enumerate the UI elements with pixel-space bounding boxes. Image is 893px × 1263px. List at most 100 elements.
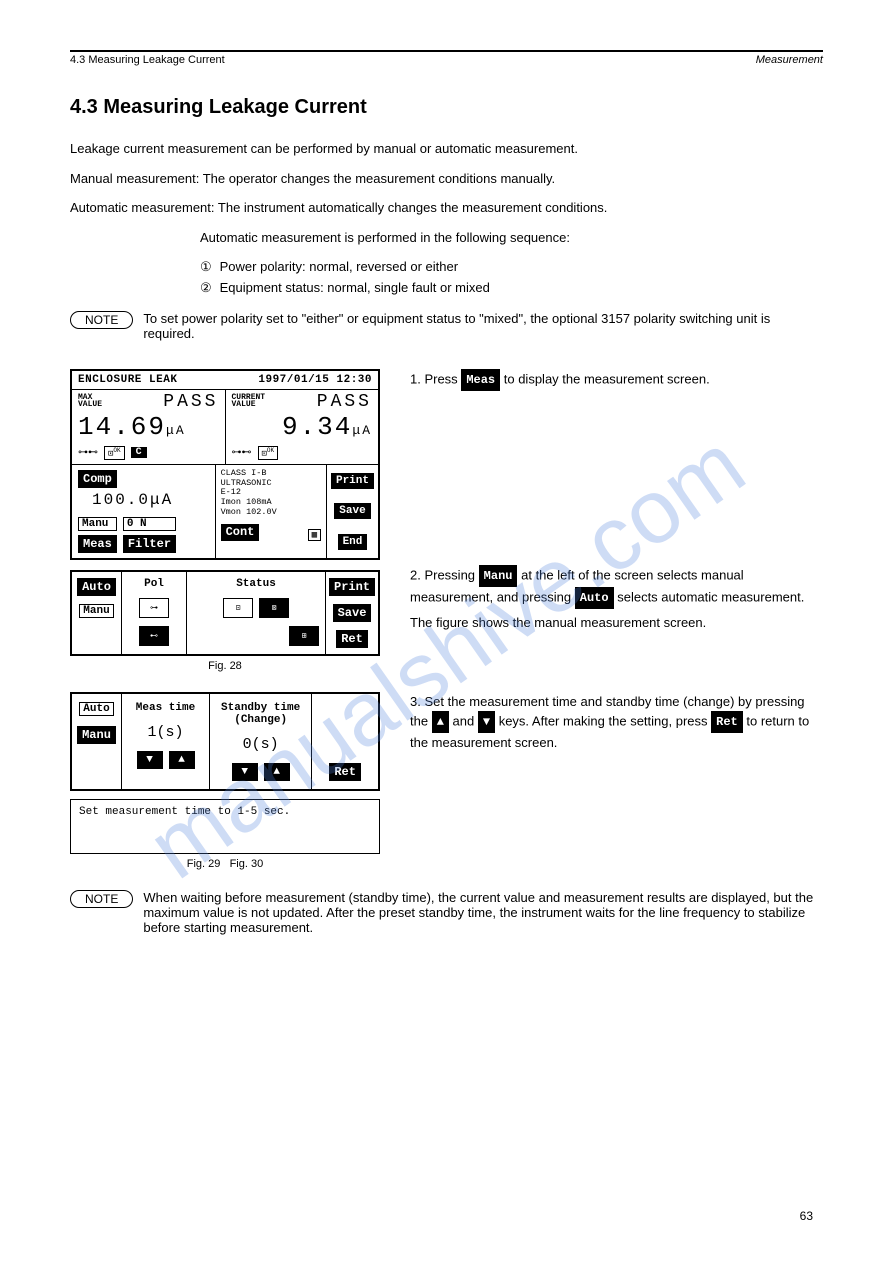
standby-hdr2: (Change) [221, 714, 300, 726]
num-2-icon: ② [200, 278, 216, 299]
status-fault2-icon[interactable]: ⊞ [289, 626, 319, 646]
seq-intro: Automatic measurement is performed in th… [200, 228, 823, 248]
lcd2-pol-hdr: Pol [144, 578, 164, 590]
lcd1-datetime: 1997/01/15 12:30 [258, 374, 372, 386]
note-2: NOTE When waiting before measurement (st… [70, 890, 823, 935]
seq-1: Power polarity: normal, reversed or eith… [220, 259, 458, 274]
meas-down-button[interactable]: ▼ [137, 751, 163, 769]
header-left: 4.3 Measuring Leakage Current [70, 54, 225, 66]
lcd-screen-3: Auto Manu Meas time 1(s) ▼ ▲ Standby tim… [70, 692, 380, 791]
info-4: Vmon 102.0V [221, 508, 321, 518]
lcd-screen-2: Auto Manu Pol ⊶ ⊷ Status ⊡ ⊠ ⊞ [70, 570, 380, 656]
meas-key[interactable]: Meas [461, 369, 500, 391]
save-button[interactable]: Save [334, 503, 370, 519]
lcd1-right-num: 9.34 [282, 412, 352, 442]
s3c: keys. After making the setting, press [499, 714, 708, 729]
ok-icon: ⊡OK [104, 446, 125, 460]
print-button[interactable]: Print [331, 473, 374, 489]
header-right: Measurement [756, 54, 823, 66]
lcd1-right-value: 9.34μA [232, 412, 373, 442]
note-1-text: To set power polarity set to "either" or… [143, 311, 823, 341]
status-normal-icon[interactable]: ⊡ [223, 598, 253, 618]
lcd1-left-pass: PASS [163, 392, 218, 412]
page-number: 63 [800, 1209, 813, 1223]
intro-text: Leakage current measurement can be perfo… [70, 139, 823, 159]
lcd1-title: ENCLOSURE LEAK [78, 374, 177, 386]
note-pill-1: NOTE [70, 311, 133, 329]
step-1: 1. Press Meas to display the measurement… [410, 369, 823, 391]
lcd1-right-l2: VALUE [232, 400, 256, 409]
pol-reversed-icon[interactable]: ⊷ [139, 626, 169, 646]
cont-button[interactable]: Cont [221, 524, 260, 542]
comp-button[interactable]: Comp [78, 470, 117, 488]
auto-button-lcd2[interactable]: Auto [77, 578, 116, 596]
s2c: selects automatic measurement. [617, 589, 804, 604]
def-manual: Manual measurement: The operator changes… [70, 169, 823, 189]
msg-text: Set measurement time to 1-5 sec. [71, 800, 379, 824]
ret-button-3[interactable]: Ret [329, 763, 361, 781]
step-3: 3. Set the measurement time and standby … [410, 692, 823, 753]
def-manual-text: The operator changes the measurement con… [203, 171, 555, 186]
lcd1-left-value: 14.69μA [78, 412, 219, 442]
message-box: Set measurement time to 1-5 sec. [70, 799, 380, 854]
seq-list: ① Power polarity: normal, reversed or ei… [200, 257, 823, 299]
meas-time-val: 1(s) [148, 724, 184, 741]
fig29: Fig. 29 [187, 858, 221, 870]
s2a: 2. Pressing [410, 567, 475, 582]
print-button-2[interactable]: Print [329, 578, 375, 596]
num-1-icon: ① [200, 257, 216, 278]
meas-up-button[interactable]: ▲ [169, 751, 195, 769]
lcd1-right-unit: μA [352, 423, 372, 438]
standby-val: 0(s) [243, 736, 279, 753]
device-icon: ▦ [308, 529, 321, 541]
up-key[interactable]: ▲ [432, 711, 449, 733]
section-title: 4.3 Measuring Leakage Current [70, 96, 823, 119]
meas-button-lcd[interactable]: Meas [78, 535, 117, 553]
seq-2: Equipment status: normal, single fault o… [220, 280, 490, 295]
top-rule [70, 50, 823, 52]
lcd1-right-pass: PASS [317, 392, 372, 412]
def-auto-label: Automatic measurement: [70, 200, 215, 215]
on-button[interactable]: 0 N [123, 517, 176, 531]
meas-time-hdr: Meas time [136, 702, 195, 714]
s1b: to display the measurement screen. [504, 371, 710, 386]
def-auto-text: The instrument automatically changes the… [218, 200, 607, 215]
s3b: and [453, 714, 475, 729]
end-button[interactable]: End [338, 534, 368, 550]
standby-hdr1: Standby time [221, 702, 300, 714]
s1a: 1. Press [410, 371, 458, 386]
s2d: The figure shows the manual measurement … [410, 613, 823, 633]
filter-button[interactable]: Filter [123, 535, 176, 553]
save-button-2[interactable]: Save [333, 604, 372, 622]
c-badge: C [131, 447, 147, 458]
lcd1-right-label: CURRENT VALUE [232, 394, 266, 408]
note-1: NOTE To set power polarity set to "eithe… [70, 311, 823, 341]
note-pill-2: NOTE [70, 890, 133, 908]
lcd-screen-1: ENCLOSURE LEAK 1997/01/15 12:30 MAX VALU… [70, 369, 380, 560]
page-header: 4.3 Measuring Leakage Current Measuremen… [70, 54, 823, 66]
manu-key[interactable]: Manu [479, 565, 518, 587]
comp-value: 100.0μA [92, 491, 209, 509]
down-key[interactable]: ▼ [478, 711, 495, 733]
auto-button-lcd3[interactable]: Auto [79, 702, 113, 716]
ret-button-2[interactable]: Ret [336, 630, 368, 648]
pol-normal-icon[interactable]: ⊶ [139, 598, 169, 618]
lcd1-left-l2: VALUE [78, 400, 102, 409]
ret-key[interactable]: Ret [711, 711, 743, 733]
manu-button-lcd3[interactable]: Manu [77, 726, 116, 744]
status-fault1-icon[interactable]: ⊠ [259, 598, 289, 618]
auto-key[interactable]: Auto [575, 587, 614, 609]
fig-28: Fig. 28 [70, 660, 380, 672]
def-auto: Automatic measurement: The instrument au… [70, 198, 823, 218]
polarity-icon: ⊶⊷ [78, 447, 98, 459]
polarity-icon-2: ⊶⊷ [232, 447, 252, 459]
note-2-text: When waiting before measurement (standby… [143, 890, 823, 935]
standby-down-button[interactable]: ▼ [232, 763, 258, 781]
manu-button-lcd2[interactable]: Manu [79, 604, 113, 618]
def-manual-label: Manual measurement: [70, 171, 199, 186]
lcd1-left-unit: μA [166, 423, 186, 438]
lcd1-info: CLASS I-B ULTRASONIC E-12 Imon 108mA Vmo… [215, 465, 326, 558]
lcd1-left-label: MAX VALUE [78, 394, 102, 408]
standby-up-button[interactable]: ▲ [264, 763, 290, 781]
manu-button-lcd[interactable]: Manu [78, 517, 117, 531]
